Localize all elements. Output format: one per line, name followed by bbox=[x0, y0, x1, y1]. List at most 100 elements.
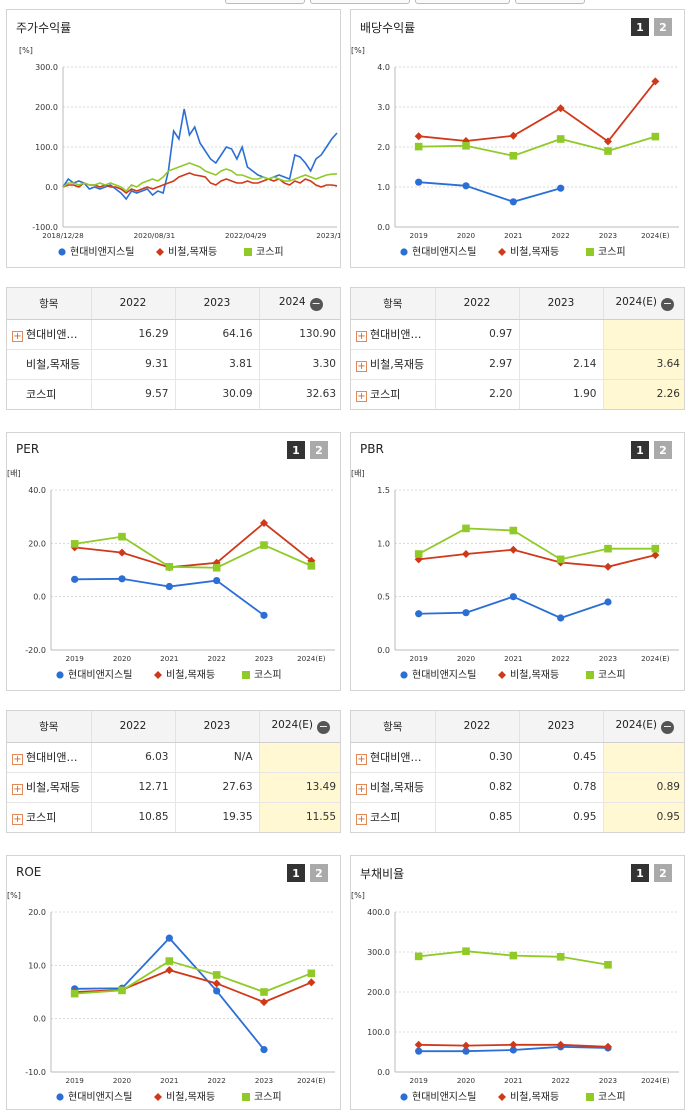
data-point bbox=[414, 132, 423, 141]
x-tick-label: 2023 bbox=[599, 231, 617, 240]
expand-icon[interactable]: + bbox=[12, 814, 23, 826]
expand-icon[interactable]: + bbox=[356, 784, 367, 795]
table-row: + 코스피 2.20 1.90 2.26 bbox=[351, 379, 684, 409]
expand-icon[interactable]: + bbox=[356, 814, 367, 826]
page-1-button[interactable]: 1 bbox=[631, 441, 649, 459]
data-point bbox=[509, 131, 518, 140]
page-2-button[interactable]: 2 bbox=[310, 864, 328, 882]
data-point bbox=[509, 198, 517, 206]
page-1-button[interactable]: 1 bbox=[631, 864, 649, 882]
page-1-button[interactable]: 1 bbox=[631, 18, 649, 36]
value-cell: 0.78 bbox=[518, 772, 603, 803]
collapse-icon[interactable]: − bbox=[317, 719, 331, 734]
column-header: 2023 bbox=[518, 288, 603, 320]
data-point bbox=[462, 947, 470, 955]
toolbar-button[interactable] bbox=[225, 0, 305, 4]
series-kospi bbox=[62, 162, 338, 193]
panel-title: 주가수익률 bbox=[16, 21, 72, 35]
value-cell: 3.64 bbox=[602, 349, 684, 380]
row-label-cell: + 비철,목재등 bbox=[7, 772, 91, 803]
legend-marker bbox=[400, 248, 408, 256]
page-2-button[interactable]: 2 bbox=[310, 441, 328, 459]
table-row: 코스피 9.57 30.09 32.63 bbox=[7, 379, 340, 409]
y-tick-label: -100.0 bbox=[32, 223, 58, 232]
series-company bbox=[71, 575, 268, 619]
legend-label: 비철,목재등 bbox=[510, 1091, 559, 1103]
data-point bbox=[557, 614, 565, 622]
data-point bbox=[165, 934, 173, 942]
expand-icon[interactable]: + bbox=[356, 361, 367, 372]
x-tick-label: 2022 bbox=[208, 654, 226, 663]
row-label-cell: + 비철,목재등 bbox=[351, 772, 435, 803]
y-tick-label: 1.5 bbox=[377, 486, 390, 495]
column-header: 2023 bbox=[174, 288, 259, 320]
roe-chart: [%] 20.0 10.0 0.0 -10.0 2019 2020 2021 2022 2023 2… bbox=[7, 891, 335, 1103]
data-point bbox=[70, 989, 79, 998]
toolbar-button[interactable] bbox=[515, 0, 585, 4]
row-label: 비철,목재등 bbox=[26, 358, 81, 371]
debt-ratio-panel: 부채비율 1 2 [%] 400.0 300.0 200.0 100.0 0.0 2019 2… bbox=[350, 855, 685, 1110]
legend: 현대비앤지스틸 비철,목재등 코스피 bbox=[56, 668, 282, 681]
x-tick-label: 2021 bbox=[504, 1076, 522, 1085]
data-point bbox=[165, 957, 174, 965]
legend-label: 현대비앤지스틸 bbox=[412, 245, 476, 258]
series-line bbox=[418, 181, 561, 203]
column-header-label: 2024(E) bbox=[615, 718, 658, 731]
data-point bbox=[556, 104, 565, 113]
value-cell: 0.82 bbox=[434, 772, 519, 803]
column-header-label: 2022 bbox=[119, 720, 147, 733]
x-tick-label: 2024(E) bbox=[297, 1076, 326, 1085]
dividend-yield-panel: 배당수익률 1 2 [%] 4.0 3.0 2.0 1.0 0.0 2019 2020 2021… bbox=[350, 9, 685, 268]
data-point bbox=[307, 978, 316, 987]
series-line bbox=[74, 969, 312, 1004]
legend-marker bbox=[400, 1093, 408, 1101]
value-cell: 2.97 bbox=[434, 349, 519, 380]
column-header: 2023 bbox=[518, 711, 603, 743]
series-industry bbox=[414, 1040, 612, 1051]
data-point bbox=[604, 562, 612, 571]
dividend-yield-table-panel: 항목 2022 2023 2024(E) − + 현대비앤… 0.97 + 비철,목재등 2.97 2… bbox=[350, 287, 685, 410]
expand-icon[interactable]: + bbox=[356, 331, 367, 342]
column-header: 2022 bbox=[90, 711, 175, 743]
value-cell: 12.71 bbox=[90, 772, 175, 803]
data-point bbox=[509, 593, 517, 601]
collapse-icon[interactable]: − bbox=[309, 296, 323, 311]
page-1-button[interactable]: 1 bbox=[287, 864, 305, 882]
legend-label: 비철,목재등 bbox=[510, 246, 559, 258]
row-label-cell: + 비철,목재등 bbox=[351, 349, 435, 380]
expand-icon[interactable]: + bbox=[356, 754, 367, 765]
top-toolbar-remnant bbox=[0, 0, 691, 8]
expand-icon[interactable]: + bbox=[12, 331, 23, 342]
expand-icon[interactable]: + bbox=[12, 754, 23, 765]
collapse-icon[interactable]: − bbox=[661, 719, 675, 734]
row-label: 비철,목재등 bbox=[370, 781, 425, 794]
table-row: + 비철,목재등 2.97 2.14 3.64 bbox=[351, 349, 684, 380]
toolbar-button[interactable] bbox=[310, 0, 410, 4]
expand-icon[interactable]: + bbox=[356, 391, 367, 403]
page-2-button[interactable]: 2 bbox=[654, 441, 672, 459]
y-tick-label: 20.0 bbox=[28, 539, 46, 548]
row-label-cell: + 현대비앤… bbox=[351, 319, 435, 350]
collapse-icon[interactable]: − bbox=[661, 296, 675, 311]
series-line bbox=[74, 535, 312, 569]
data-point bbox=[556, 1040, 565, 1049]
data-point bbox=[509, 152, 518, 160]
row-label-cell: + 코스피 bbox=[7, 802, 91, 832]
page-2-button[interactable]: 2 bbox=[654, 18, 672, 36]
column-header-label: 2023 bbox=[547, 720, 575, 733]
value-cell: 3.30 bbox=[258, 349, 340, 380]
page-1-button[interactable]: 1 bbox=[287, 441, 305, 459]
x-tick-label: 2022 bbox=[552, 231, 570, 240]
toolbar-button[interactable] bbox=[415, 0, 510, 4]
row-label: 비철,목재등 bbox=[26, 781, 81, 794]
debt-ratio-chart: [%]400.0 300.0 200.0 100.0 0.0 2019 2020 2021 20… bbox=[351, 891, 679, 1103]
page-2-button[interactable]: 2 bbox=[654, 864, 672, 882]
legend-label: 비철,목재등 bbox=[166, 669, 215, 681]
expand-icon[interactable]: + bbox=[12, 784, 23, 795]
x-tick-label: 2019 bbox=[410, 654, 429, 663]
data-point bbox=[462, 609, 470, 617]
data-point bbox=[604, 544, 612, 553]
column-header: 2024(E) − bbox=[258, 711, 340, 743]
series-kospi bbox=[414, 524, 660, 564]
